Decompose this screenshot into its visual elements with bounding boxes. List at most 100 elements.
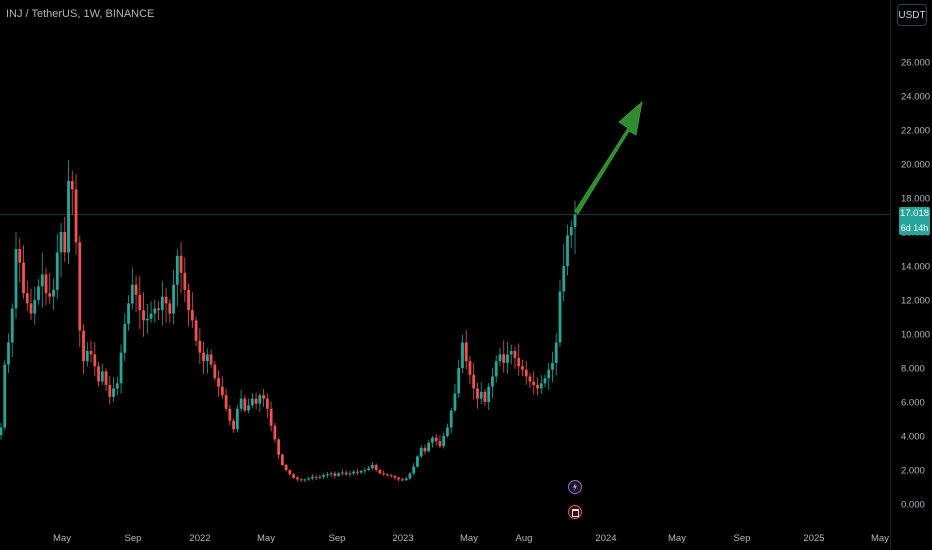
candle-body [258,395,262,404]
chart-title: INJ / TetherUS1WBINANCE [6,8,154,20]
x-tick-label: May [871,533,889,544]
x-tick-label: Sep [734,533,751,544]
y-tick-label: 26.000 [901,58,930,69]
exchange-name: BINANCE [99,8,154,20]
price-axis-divider [890,0,891,550]
candle-body [262,395,266,399]
candle-body [371,464,374,469]
y-axis-ticks: 0.000 2.000 4.000 6.000 8.000 10.000 12.000 14.… [901,58,930,511]
candle-body [292,474,296,478]
candle-body [100,371,104,382]
candle-body [442,436,446,447]
x-tick-label: 2024 [595,533,616,544]
candle-body [487,386,491,402]
candle-body [7,342,10,365]
candle-body [476,388,479,399]
x-tick-label: May [668,533,686,544]
candle-body [404,478,408,481]
interval-label: 1W [77,8,99,20]
candle-body [194,320,198,341]
candle-body [134,284,138,295]
calendar-icon[interactable] [568,505,582,519]
candle-body [232,420,236,430]
candle-body [374,464,378,470]
candle-body [209,354,213,365]
y-tick-label: 18.000 [901,194,930,205]
candle-body [416,456,419,467]
bar-countdown-label: 6d 14h [899,221,930,235]
candle-body [524,369,528,377]
candle-body [506,354,509,363]
candle-body [517,357,521,367]
candle-body [449,410,453,428]
x-tick-label: 2022 [189,533,210,544]
candle-body [303,479,307,481]
candle-body [254,398,258,404]
candle-body [314,476,318,478]
candle-body [307,478,311,480]
x-tick-label: Sep [125,533,142,544]
candle-body [295,477,299,480]
lightning-icon[interactable] [568,480,582,494]
candle-body [239,398,243,409]
candle-body [67,181,70,253]
candle-body [461,342,464,368]
candle-body [536,385,539,389]
candle-body [18,249,22,263]
candle-body [554,342,558,363]
candle-body [0,427,3,436]
candle-body [25,293,29,304]
x-tick-label: May [53,533,71,544]
candle-body [521,366,524,370]
candle-body [59,232,63,253]
candle-body [419,447,423,457]
y-tick-label: 14.000 [901,262,930,273]
candle-body [149,313,153,319]
candle-body [3,364,7,428]
candle-body [446,427,449,436]
candle-body [250,398,254,406]
candle-body [562,266,566,292]
candle-body [352,471,356,474]
candle-body [63,232,67,253]
y-tick-label: 20.000 [901,160,930,171]
candle-body [37,286,40,300]
candle-body [528,376,532,382]
candle-body [310,476,314,479]
candle-body [220,386,224,396]
y-tick-label: 22.000 [901,126,930,137]
candle-body [284,464,288,470]
candle-body [558,291,562,343]
y-tick-label: 2.000 [901,466,925,477]
candle-body [82,330,85,362]
x-tick-label: May [460,533,478,544]
upward-arrow-annotation[interactable] [574,100,643,215]
candle-body [468,361,472,375]
candle-body [85,351,89,362]
currency-unit-button[interactable]: USDT [897,4,927,26]
candle-body [532,381,536,385]
last-price-label: 17.018 [899,207,930,221]
candle-body [318,476,322,478]
candle-body [329,473,333,475]
candle-body [130,284,134,304]
candle-body [235,408,239,430]
candle-body [378,470,382,474]
candle-body [224,395,228,409]
candle-body [333,473,337,476]
candle-body [108,385,112,397]
candle-body [453,393,457,411]
candle-body [472,374,476,389]
candle-body [115,383,119,389]
candle-body [205,354,209,362]
candle-body [183,272,187,290]
candle-body [29,303,33,314]
candle-body [78,242,82,331]
candle-body [427,442,431,452]
y-tick-label: 0.000 [901,500,925,511]
candle-body [551,362,554,370]
candle-body [172,284,175,314]
candle-body [509,351,513,355]
candle-body [288,470,292,475]
